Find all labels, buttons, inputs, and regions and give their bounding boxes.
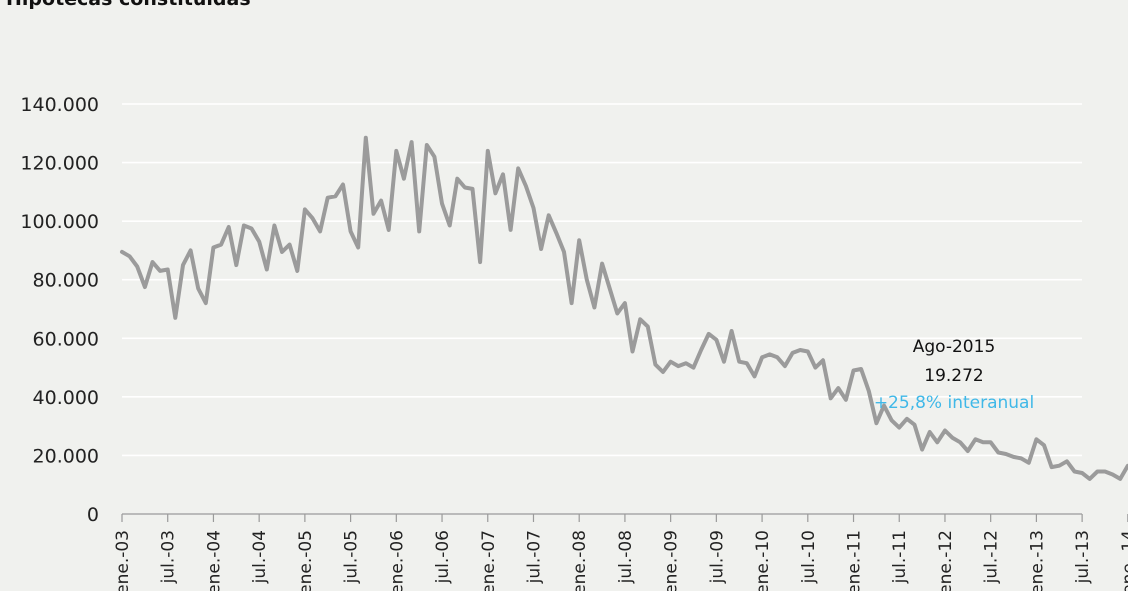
x-tick-label: ene.-03 xyxy=(113,530,133,591)
annotation-value: 19.272 xyxy=(924,366,983,386)
x-tick-label: jul.-13 xyxy=(1073,530,1093,584)
x-tick-label: ene.-06 xyxy=(387,530,407,591)
x-tick-label: jul.-10 xyxy=(799,530,819,584)
gridlines xyxy=(122,103,1082,457)
annotation-change: +25,8% interanual xyxy=(874,393,1034,413)
y-tick-label: 100.000 xyxy=(20,211,99,233)
y-tick-label: 120.000 xyxy=(20,153,99,175)
chart-title: Hipotecas constituidas xyxy=(6,0,251,10)
y-tick-label: 60.000 xyxy=(33,328,99,350)
y-tick-label: 40.000 xyxy=(33,387,99,409)
y-tick-label: 80.000 xyxy=(33,270,99,292)
series-line xyxy=(120,135,1128,481)
series-group xyxy=(120,135,1128,481)
x-tick-label: jul.-05 xyxy=(342,530,362,584)
x-axis: ene.-03 jul.-03 ene.-04 jul.-04 ene.-05 jul.-… xyxy=(113,513,1128,591)
x-tick-label: ene.-14 xyxy=(1119,530,1128,591)
x-tick-label: ene.-12 xyxy=(936,530,956,591)
annotation-date: Ago-2015 xyxy=(913,337,996,357)
y-axis: 0 20.000 40.000 60.000 80.000 100.000 120.000 1… xyxy=(20,94,99,526)
annotation: Ago-2015 19.272 +25,8% interanual xyxy=(874,337,1034,413)
x-tick-label: jul.-04 xyxy=(250,530,270,584)
x-tick-label: jul.-06 xyxy=(433,530,453,584)
x-tick-label: ene.-04 xyxy=(204,530,224,591)
x-tick-label: jul.-07 xyxy=(524,530,544,584)
x-tick-label: jul.-09 xyxy=(707,530,727,584)
y-tick-label: 20.000 xyxy=(33,445,99,467)
x-tick-label: ene.-08 xyxy=(570,530,590,591)
x-tick-label: ene.-09 xyxy=(662,530,682,591)
x-tick-label: jul.-11 xyxy=(890,530,910,584)
y-tick-label: 0 xyxy=(87,504,99,526)
x-tick-label: jul.-12 xyxy=(982,530,1002,584)
x-tick-label: ene.-11 xyxy=(845,530,865,591)
x-tick-label: ene.-13 xyxy=(1027,530,1047,591)
y-tick-label: 140.000 xyxy=(20,94,99,116)
x-tick-label: ene.-07 xyxy=(479,530,499,591)
x-tick-label: ene.-10 xyxy=(753,530,773,591)
x-tick-label: jul.-03 xyxy=(159,530,179,584)
x-tick-label: ene.-05 xyxy=(296,530,316,591)
x-tick-label: jul.-08 xyxy=(616,530,636,584)
